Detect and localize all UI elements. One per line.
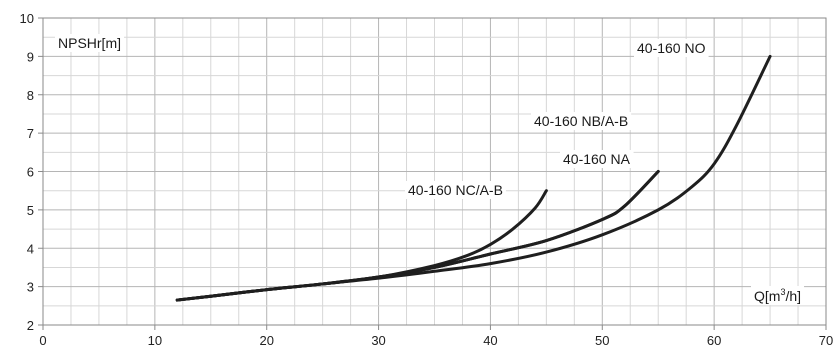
x-axis-ticks: 0 10 20 30 40 50 60 70	[39, 325, 833, 348]
curve-labels: 40-160 NC/A-B 40-160 NB/A-B 40-160 NA 40-16…	[405, 39, 709, 199]
curve-label: 40-160 NB/A-B	[534, 113, 628, 129]
y-tick-label: 3	[27, 280, 34, 295]
x-tick-label: 70	[819, 333, 833, 348]
y-tick-label: 7	[27, 126, 34, 141]
y-tick-label: 6	[27, 165, 34, 180]
x-tick-label: 60	[707, 333, 721, 348]
y-tick-label: 8	[27, 88, 34, 103]
y-tick-label: 10	[20, 11, 34, 26]
curve-label: 40-160 NC/A-B	[408, 182, 503, 198]
x-axis-label-sup: 3	[780, 287, 785, 297]
curve-40-160-nc-a-b	[175, 189, 548, 302]
curves	[175, 54, 772, 302]
y-tick-label: 2	[27, 318, 34, 333]
curve-label: 40-160 NA	[563, 151, 631, 167]
x-tick-label: 50	[595, 333, 609, 348]
curve-label-background	[405, 181, 506, 199]
x-axis-label: Q[m3/h]	[754, 287, 801, 304]
x-tick-label: 40	[483, 333, 497, 348]
grid	[42, 17, 827, 326]
y-tick-label: 9	[27, 49, 34, 64]
x-tick-label: 20	[259, 333, 273, 348]
x-tick-label: 0	[39, 333, 46, 348]
x-axis-label-end: /h]	[785, 288, 801, 304]
curve-label-background	[560, 150, 634, 168]
x-tick-label: 30	[371, 333, 385, 348]
x-axis-label-base: Q[m	[754, 288, 780, 304]
y-axis-ticks: 2 3 4 5 6 7 8 9 10	[20, 11, 43, 333]
curve-40-160-no	[175, 54, 772, 302]
curve-label-background	[634, 39, 709, 57]
curve-label-background	[531, 112, 632, 130]
ylabel-background	[55, 34, 124, 52]
x-tick-label: 10	[148, 333, 162, 348]
y-tick-label: 5	[27, 203, 34, 218]
curve-label: 40-160 NO	[637, 40, 706, 56]
y-tick-label: 4	[27, 241, 34, 256]
xlabel-background	[751, 286, 805, 305]
y-axis-label: NPSHr[m]	[58, 35, 121, 51]
